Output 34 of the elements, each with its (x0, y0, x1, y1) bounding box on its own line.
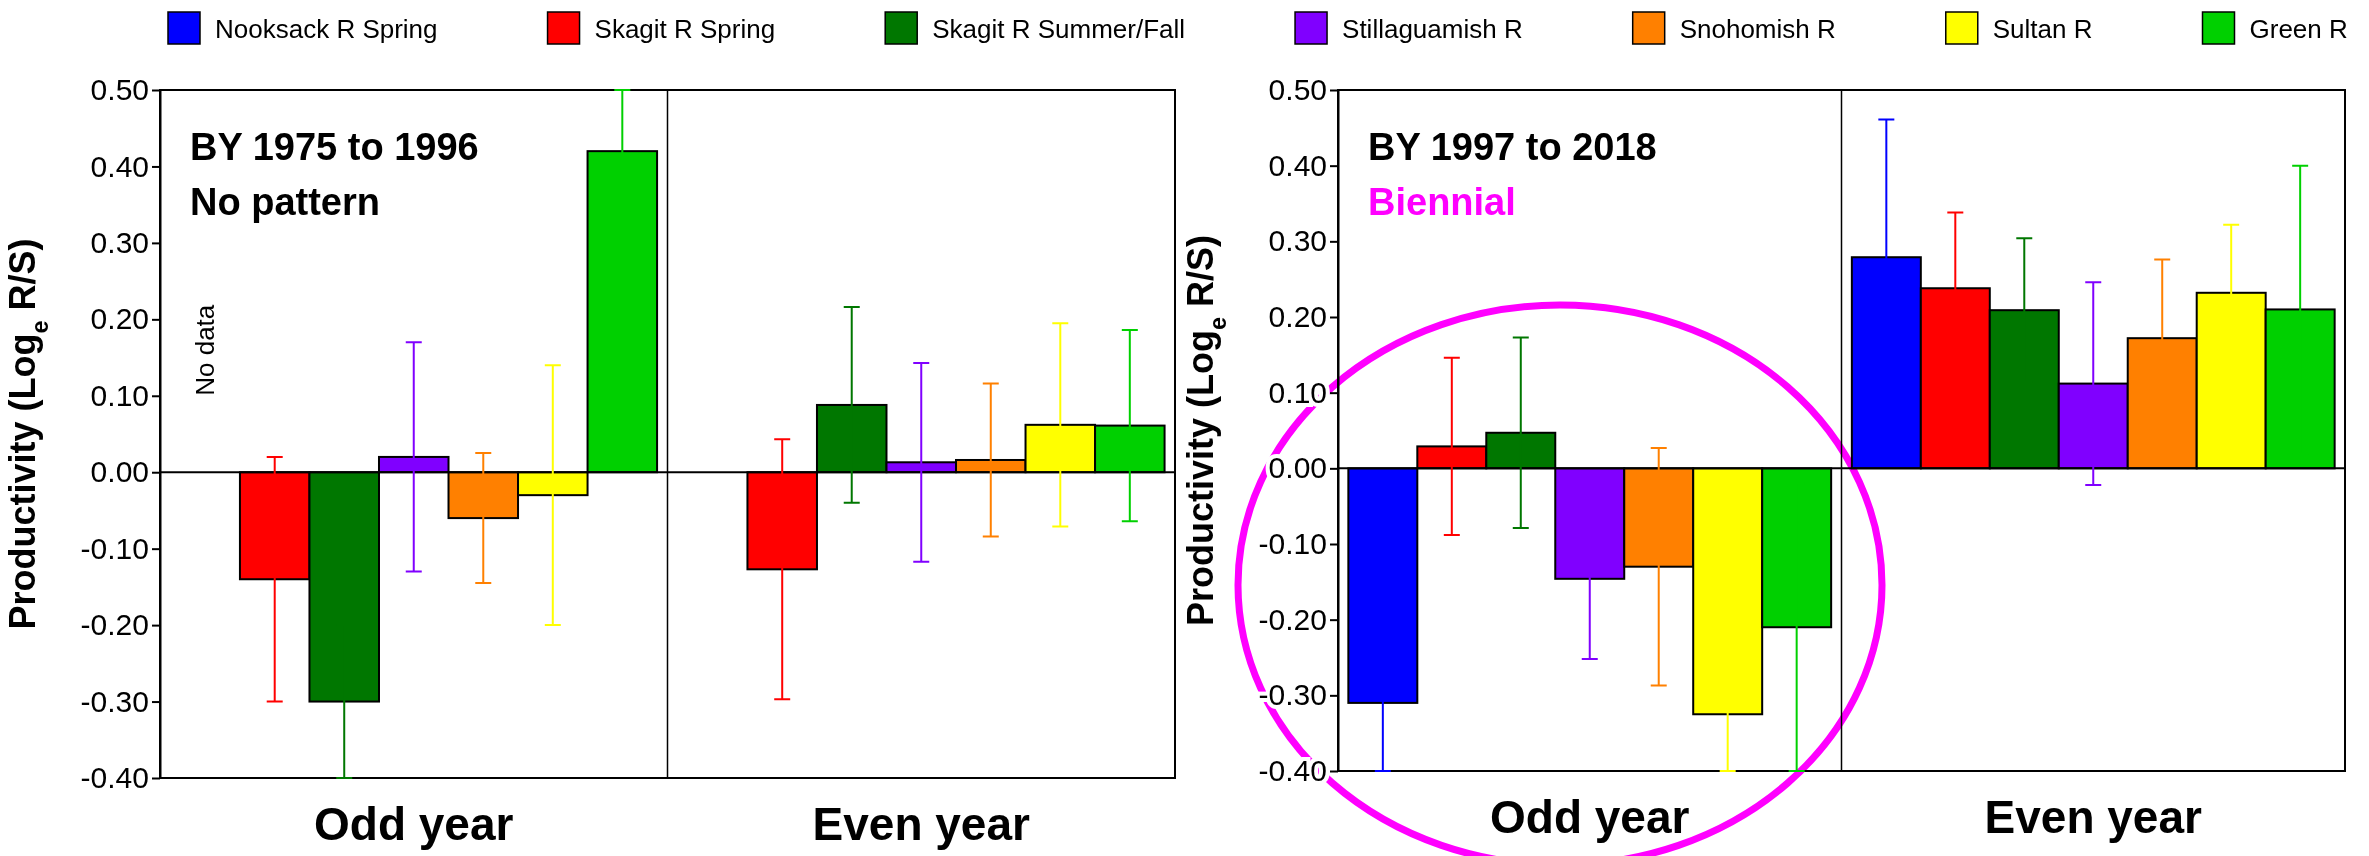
legend-label: Snohomish R (1679, 14, 1836, 44)
y-tick-label: 0.10 (1268, 375, 1327, 409)
x-tick-label: Even year (812, 798, 1031, 850)
y-tick-label: 0.50 (90, 73, 149, 107)
annotation: BY 1997 to 2018 (1368, 126, 1657, 168)
y-tick-label: 0.10 (90, 378, 149, 412)
y-tick-label: -0.40 (80, 761, 149, 795)
y-tick-label: 0.50 (1268, 73, 1327, 107)
y-tick-label: 0.00 (90, 455, 149, 489)
legend-label: Sultan R (1992, 14, 2093, 44)
x-tick-label: Even year (1984, 791, 2203, 843)
y-tick-label: 0.20 (1268, 300, 1327, 334)
y-tick-label: -0.10 (80, 531, 149, 565)
y-tick-label: 0.20 (90, 302, 149, 336)
y-tick-label: 0.00 (1268, 451, 1327, 485)
y-tick-label: -0.10 (1258, 527, 1327, 561)
legend-label: Stillaguamish R (1342, 14, 1523, 44)
annotation: BY 1975 to 1996 (190, 126, 479, 168)
x-tick-label: Odd year (314, 798, 514, 850)
y-tick-label: 0.40 (1268, 148, 1327, 182)
y-tick-label: 0.40 (90, 149, 149, 183)
x-tick-label: Odd year (1490, 791, 1690, 843)
annotation: No pattern (190, 181, 380, 223)
legend-label: Skagit R Spring (594, 14, 776, 44)
legend-label: Nooksack R Spring (215, 14, 438, 44)
legend-label: Green R (2249, 14, 2348, 44)
legend-label: Skagit R Summer/Fall (932, 14, 1186, 44)
y-tick-label: -0.30 (80, 684, 149, 718)
y-tick-label: -0.20 (80, 608, 149, 642)
y-tick-label: -0.20 (1258, 602, 1327, 636)
annotation: Biennial (1368, 181, 1516, 223)
y-tick-label: 0.30 (90, 225, 149, 259)
y-tick-label: 0.30 (1268, 224, 1327, 258)
annotation: No data (190, 304, 221, 396)
